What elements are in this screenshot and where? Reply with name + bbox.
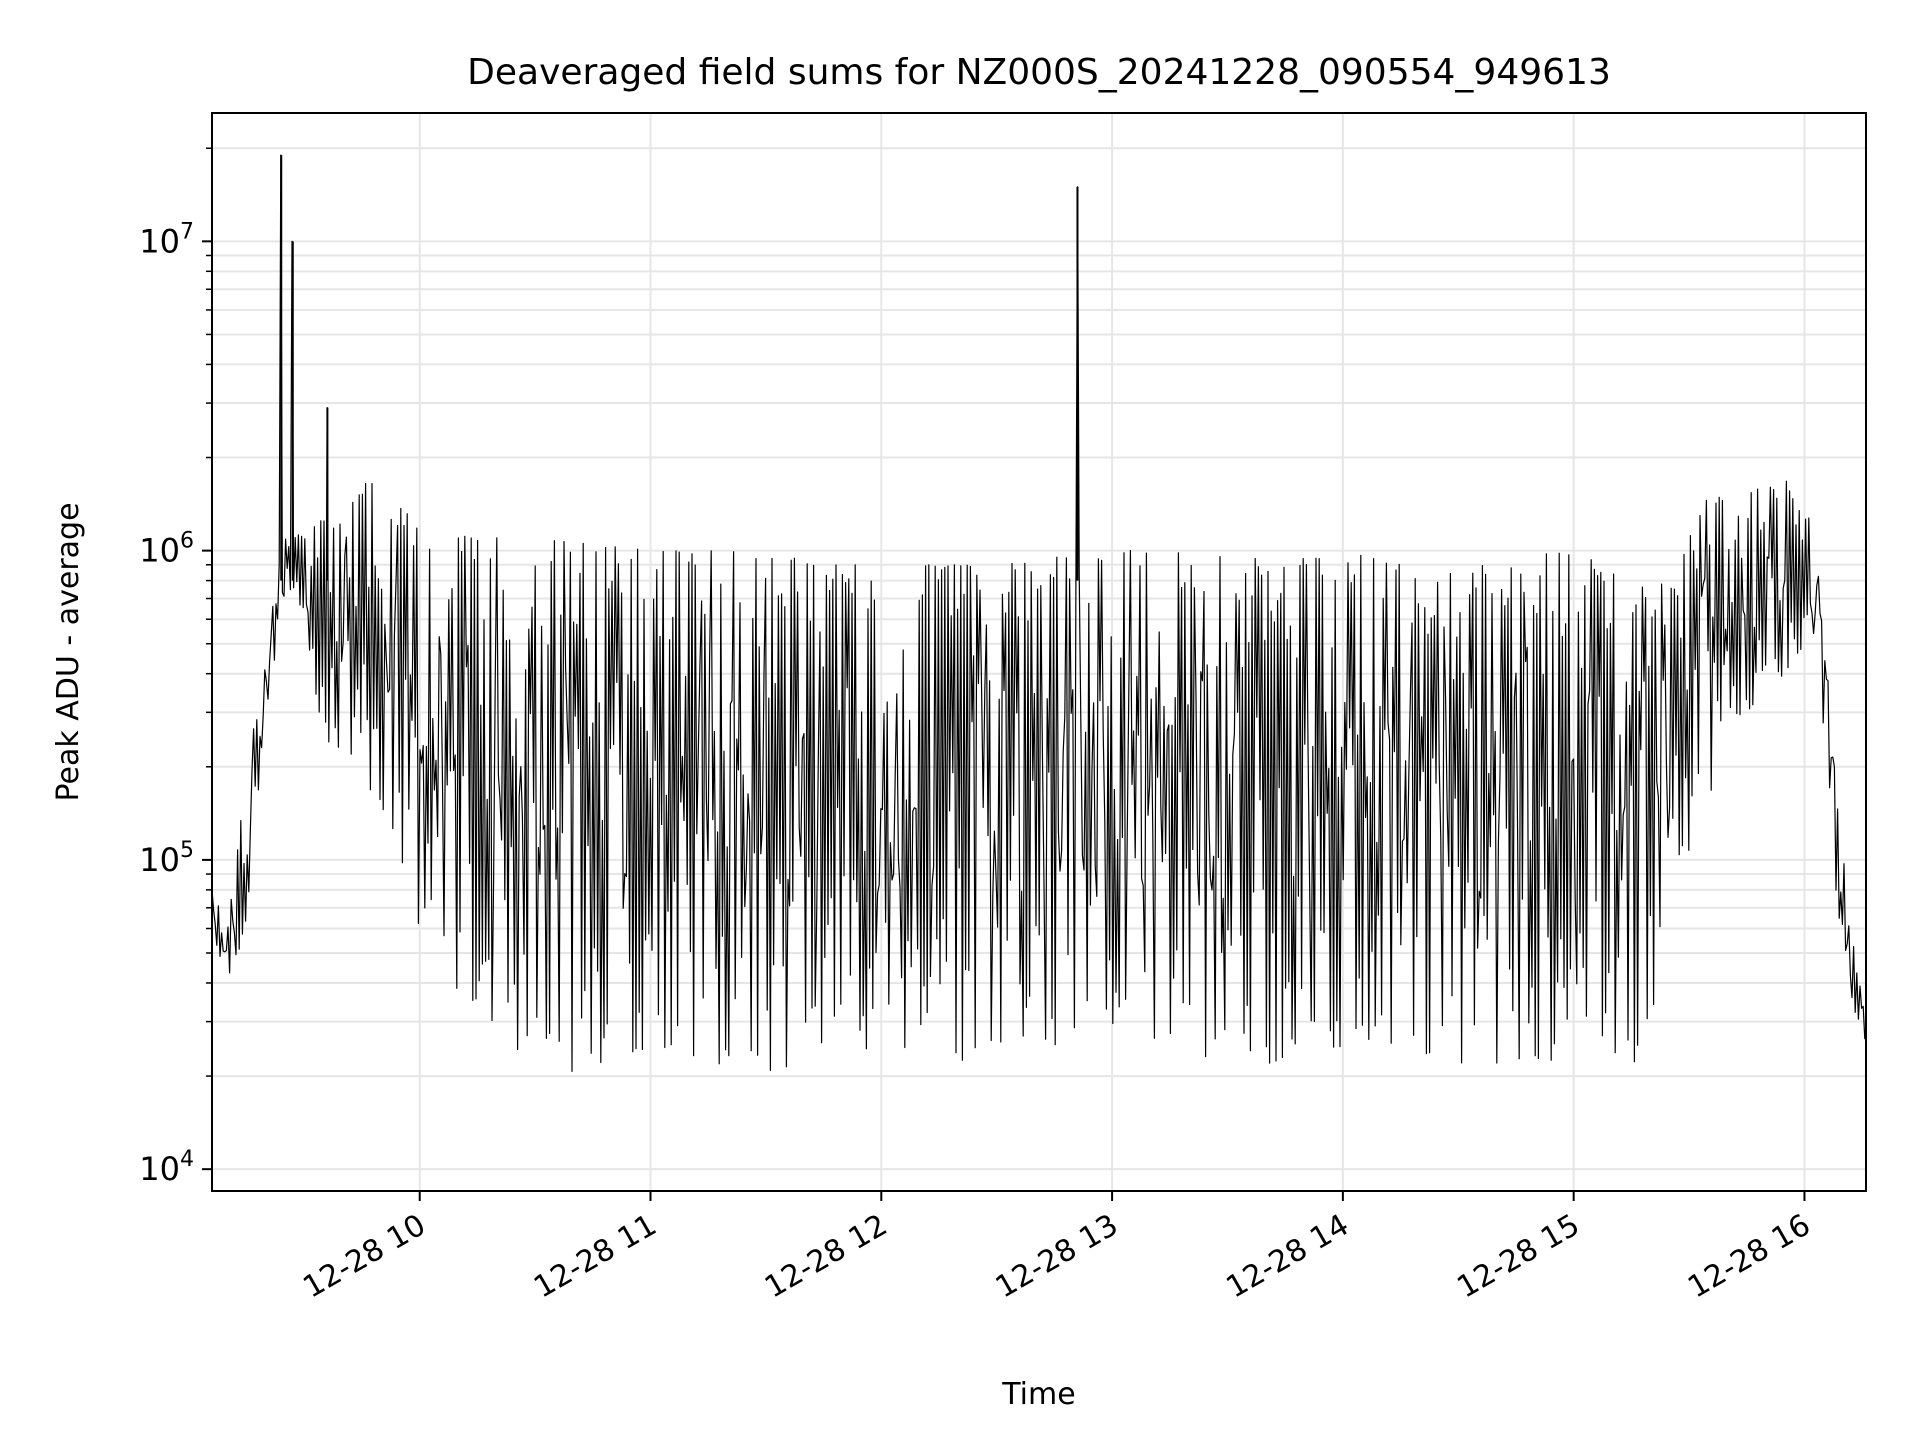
data-series [211,154,1866,1072]
series-line [211,154,1866,1072]
plot-frame [211,112,1867,1192]
y-axis-label: Peak ADU - average [51,502,86,801]
chart-title: Deaveraged field sums for NZ000S_2024122… [467,52,1611,93]
x-axis-label: Time [1001,1377,1075,1412]
y-tick-label: 107 [139,219,194,260]
y-axis: 104 105 106 107 [139,147,212,1188]
y-tick-label: 105 [139,838,194,879]
y-tick-label: 104 [139,1147,194,1188]
y-tick-label: 106 [139,529,194,570]
